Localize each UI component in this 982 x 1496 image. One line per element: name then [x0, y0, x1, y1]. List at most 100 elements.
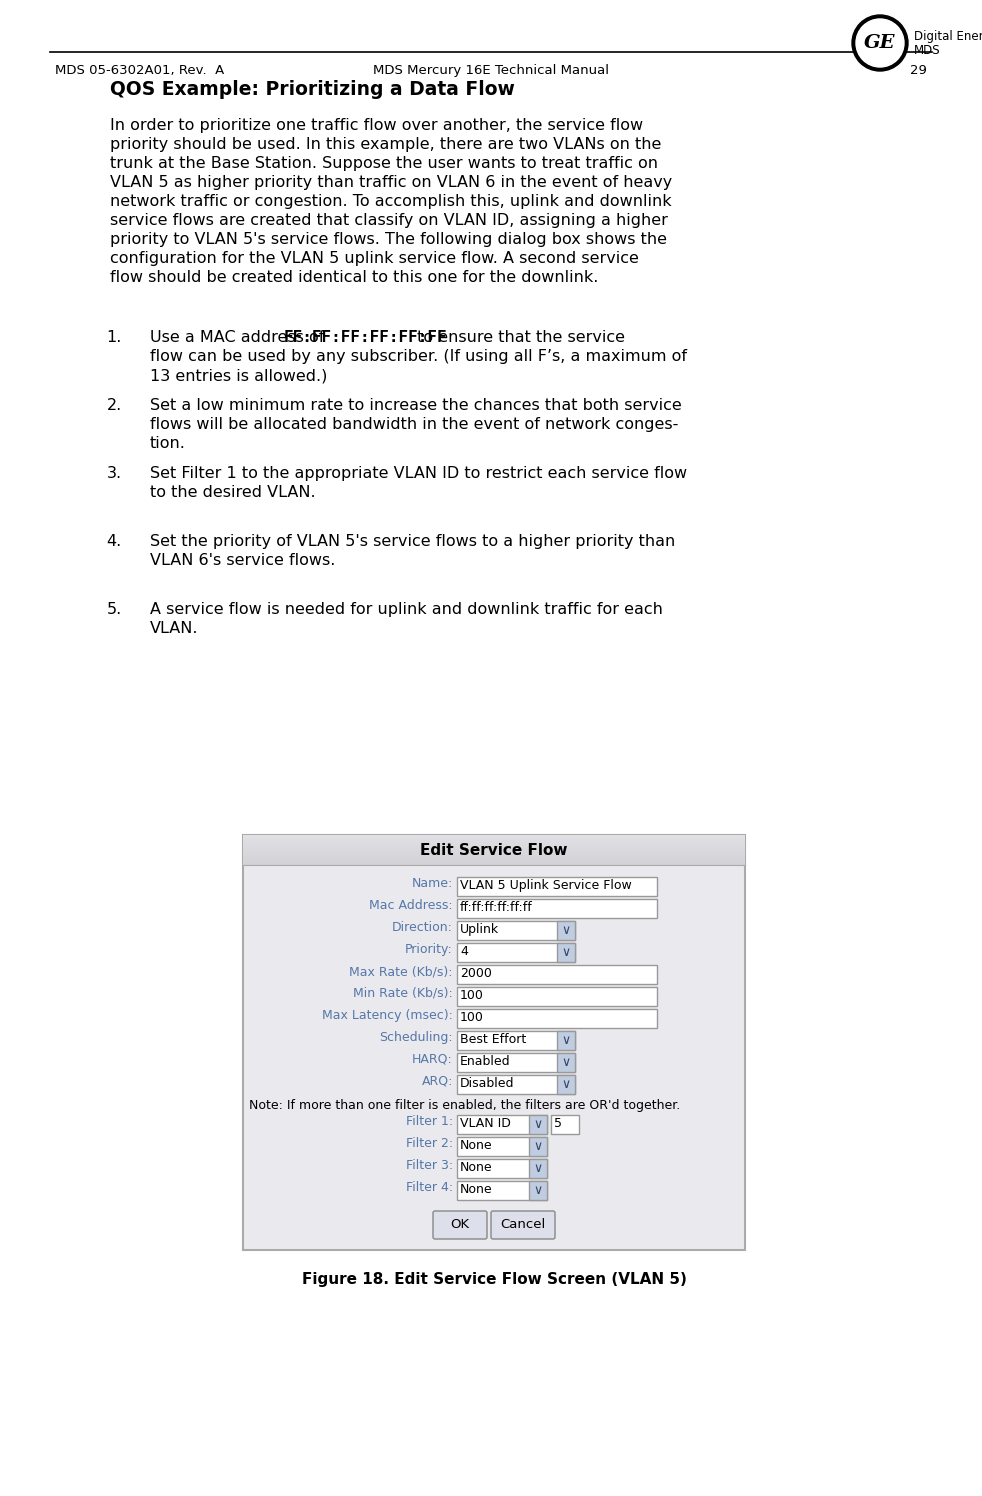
Text: VLAN ID: VLAN ID	[460, 1118, 511, 1129]
Bar	[457, 1180, 547, 1200]
Text: Use a MAC address of: Use a MAC address of	[150, 331, 330, 346]
Text: 4: 4	[460, 945, 467, 957]
Text: network traffic or congestion. To accomplish this, uplink and downlink: network traffic or congestion. To accomp…	[110, 194, 672, 209]
Text: tion.: tion.	[150, 435, 186, 450]
Text: ∨: ∨	[562, 925, 571, 936]
Text: Disabled: Disabled	[460, 1077, 515, 1091]
Bar	[457, 987, 657, 1005]
Text: 4.: 4.	[107, 534, 122, 549]
Circle shape	[852, 15, 908, 70]
Text: A service flow is needed for uplink and downlink traffic for each: A service flow is needed for uplink and …	[150, 601, 663, 616]
Text: Set the priority of VLAN 5's service flows to a higher priority than: Set the priority of VLAN 5's service flo…	[150, 534, 676, 549]
Text: Set a low minimum rate to increase the chances that both service: Set a low minimum rate to increase the c…	[150, 398, 682, 413]
Text: None: None	[460, 1183, 493, 1195]
Text: 100: 100	[460, 1011, 484, 1023]
Bar	[243, 835, 745, 1251]
Bar	[457, 1076, 575, 1094]
Text: trunk at the Base Station. Suppose the user wants to treat traffic on: trunk at the Base Station. Suppose the u…	[110, 156, 658, 171]
Bar	[457, 965, 657, 984]
Text: Max Latency (msec):: Max Latency (msec):	[322, 1008, 453, 1022]
Bar	[457, 942, 575, 962]
Bar	[529, 1159, 547, 1177]
Bar	[457, 877, 657, 896]
Bar	[529, 1180, 547, 1200]
Text: ∨: ∨	[562, 1079, 571, 1091]
Text: flow should be created identical to this one for the downlink.: flow should be created identical to this…	[110, 269, 598, 286]
Bar	[457, 1053, 575, 1073]
Text: OK: OK	[451, 1219, 469, 1231]
Text: MDS 05-6302A01, Rev.  A: MDS 05-6302A01, Rev. A	[55, 63, 224, 76]
Text: ∨: ∨	[533, 1118, 543, 1131]
Text: Enabled: Enabled	[460, 1055, 511, 1068]
Bar	[457, 922, 575, 939]
Text: to ensure that the service: to ensure that the service	[412, 331, 626, 346]
Bar	[551, 1115, 579, 1134]
Bar	[457, 899, 657, 919]
Text: ∨: ∨	[533, 1140, 543, 1153]
Text: ∨: ∨	[562, 1056, 571, 1070]
Circle shape	[856, 19, 904, 67]
Text: QOS Example: Prioritizing a Data Flow: QOS Example: Prioritizing a Data Flow	[110, 79, 515, 99]
Text: ∨: ∨	[533, 1183, 543, 1197]
Text: Figure 18. Edit Service Flow Screen (VLAN 5): Figure 18. Edit Service Flow Screen (VLA…	[301, 1272, 686, 1287]
Text: Filter 2:: Filter 2:	[406, 1137, 453, 1150]
Text: Digital Energy: Digital Energy	[914, 30, 982, 42]
Text: 100: 100	[460, 989, 484, 1002]
Text: GE: GE	[864, 34, 896, 52]
Bar	[557, 1053, 575, 1073]
Text: 29: 29	[910, 63, 927, 76]
Text: VLAN 6's service flows.: VLAN 6's service flows.	[150, 554, 336, 568]
Text: VLAN 5 as higher priority than traffic on VLAN 6 in the event of heavy: VLAN 5 as higher priority than traffic o…	[110, 175, 673, 190]
Text: None: None	[460, 1138, 493, 1152]
Text: None: None	[460, 1161, 493, 1174]
Text: configuration for the VLAN 5 uplink service flow. A second service: configuration for the VLAN 5 uplink serv…	[110, 251, 639, 266]
Text: HARQ:: HARQ:	[412, 1053, 453, 1067]
Text: priority should be used. In this example, there are two VLANs on the: priority should be used. In this example…	[110, 138, 661, 153]
Text: Filter 3:: Filter 3:	[406, 1159, 453, 1171]
Text: to the desired VLAN.: to the desired VLAN.	[150, 485, 315, 500]
Text: ∨: ∨	[533, 1162, 543, 1174]
Text: 2.: 2.	[107, 398, 122, 413]
Bar	[557, 1031, 575, 1050]
Bar	[457, 1115, 547, 1134]
Text: 5.: 5.	[107, 601, 122, 616]
Bar	[529, 1115, 547, 1134]
Text: Filter 4:: Filter 4:	[406, 1180, 453, 1194]
Text: VLAN.: VLAN.	[150, 621, 198, 636]
Text: priority to VLAN 5's service flows. The following dialog box shows the: priority to VLAN 5's service flows. The …	[110, 232, 667, 247]
Bar	[457, 1159, 547, 1177]
Text: Mac Address:: Mac Address:	[369, 899, 453, 913]
Text: Min Rate (Kb/s):: Min Rate (Kb/s):	[354, 987, 453, 999]
Text: ff:ff:ff:ff:ff:ff: ff:ff:ff:ff:ff:ff	[460, 901, 533, 914]
Text: FF:FF:FF:FF:FF:FF: FF:FF:FF:FF:FF:FF	[284, 331, 448, 346]
Text: MDS Mercury 16E Technical Manual: MDS Mercury 16E Technical Manual	[373, 63, 609, 76]
Bar	[457, 1031, 575, 1050]
Text: flow can be used by any subscriber. (If using all F’s, a maximum of: flow can be used by any subscriber. (If …	[150, 349, 687, 364]
Bar	[457, 1008, 657, 1028]
Text: Direction:: Direction:	[392, 922, 453, 934]
Text: flows will be allocated bandwidth in the event of network conges-: flows will be allocated bandwidth in the…	[150, 417, 679, 432]
Bar	[557, 922, 575, 939]
Text: Cancel: Cancel	[501, 1219, 546, 1231]
Text: ∨: ∨	[562, 945, 571, 959]
Text: Filter 1:: Filter 1:	[406, 1115, 453, 1128]
Text: ∨: ∨	[562, 1034, 571, 1047]
Text: ARQ:: ARQ:	[421, 1076, 453, 1088]
Text: Max Rate (Kb/s):: Max Rate (Kb/s):	[350, 965, 453, 978]
Text: Note: If more than one filter is enabled, the filters are OR'd together.: Note: If more than one filter is enabled…	[249, 1100, 681, 1112]
Bar	[457, 1137, 547, 1156]
Text: 1.: 1.	[107, 331, 122, 346]
Bar	[557, 942, 575, 962]
Text: Best Effort: Best Effort	[460, 1034, 526, 1046]
Text: Uplink: Uplink	[460, 923, 499, 936]
Bar	[529, 1137, 547, 1156]
Bar	[557, 1076, 575, 1094]
Text: Name:: Name:	[411, 877, 453, 890]
Text: In order to prioritize one traffic flow over another, the service flow: In order to prioritize one traffic flow …	[110, 118, 643, 133]
FancyBboxPatch shape	[433, 1210, 487, 1239]
Text: Set Filter 1 to the appropriate VLAN ID to restrict each service flow: Set Filter 1 to the appropriate VLAN ID …	[150, 465, 687, 482]
Text: Priority:: Priority:	[406, 942, 453, 956]
FancyBboxPatch shape	[491, 1210, 555, 1239]
Text: Scheduling:: Scheduling:	[379, 1031, 453, 1044]
Text: MDS: MDS	[914, 43, 941, 57]
